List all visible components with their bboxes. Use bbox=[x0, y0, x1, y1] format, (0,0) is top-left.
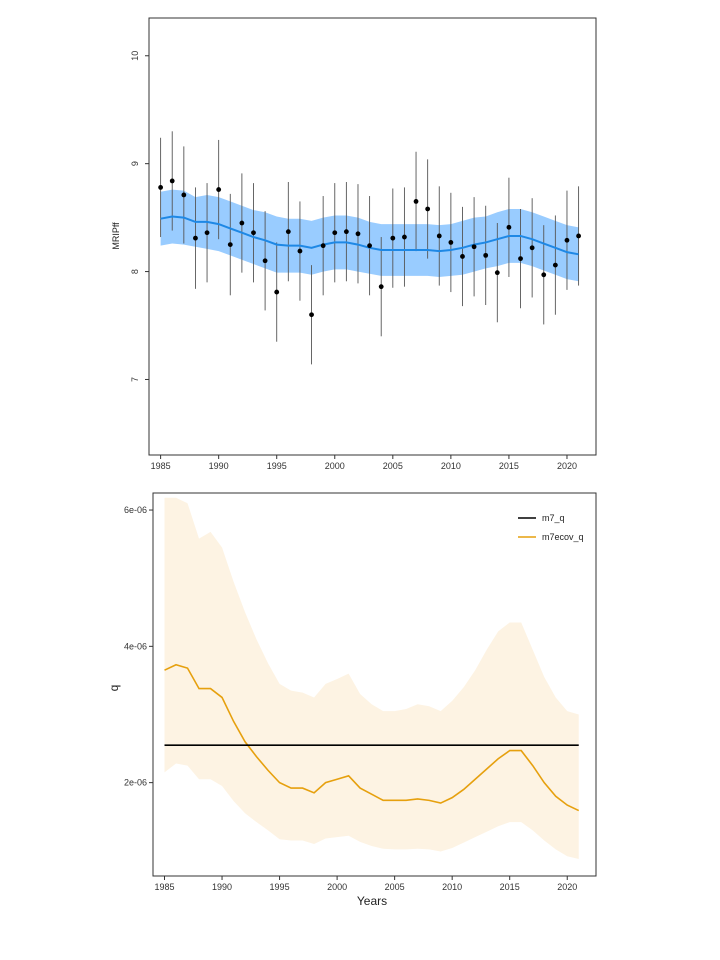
x-tick-label-2005: 2005 bbox=[383, 461, 403, 471]
y-tick-label-8: 8 bbox=[130, 269, 140, 274]
plot-frame-q bbox=[152, 492, 597, 877]
data-point-2015 bbox=[506, 224, 512, 230]
x-axis-mripff: 1985 1990 1995 2000 2005 2010 2015 2020 bbox=[151, 455, 577, 471]
data-point-1999 bbox=[320, 243, 326, 249]
data-point-1993 bbox=[251, 230, 256, 236]
y-tick-label-0: 2e-06 bbox=[124, 778, 147, 788]
x-axis-label-q: Years bbox=[357, 894, 387, 908]
y-axis-mripff: 7 8 9 10 bbox=[130, 51, 149, 382]
data-point-2014 bbox=[494, 270, 500, 276]
observed-points bbox=[158, 178, 581, 318]
x-tick-label-2000: 2000 bbox=[325, 461, 345, 471]
x-tick-label-2020: 2020 bbox=[557, 882, 577, 892]
x-tick-label-2010: 2010 bbox=[441, 461, 461, 471]
data-point-2010 bbox=[448, 240, 454, 245]
series-lines-q bbox=[164, 663, 580, 812]
data-point-1995 bbox=[274, 289, 280, 295]
y-tick-label-10: 10 bbox=[130, 51, 140, 61]
x-tick-label-2010: 2010 bbox=[442, 882, 462, 892]
x-tick-label-1995: 1995 bbox=[267, 461, 287, 471]
x-tick-label-1995: 1995 bbox=[270, 882, 290, 892]
x-tick-label-1985: 1985 bbox=[154, 882, 174, 892]
data-point-2006 bbox=[402, 234, 407, 240]
data-point-2009 bbox=[436, 233, 442, 239]
x-tick-label-1990: 1990 bbox=[209, 461, 229, 471]
data-point-1987 bbox=[181, 192, 187, 198]
data-point-2013 bbox=[483, 252, 489, 258]
data-point-2000 bbox=[332, 230, 338, 236]
x-tick-label-1990: 1990 bbox=[212, 882, 232, 892]
data-point-1990 bbox=[216, 187, 222, 192]
data-point-2007 bbox=[413, 199, 419, 204]
data-point-2012 bbox=[471, 244, 477, 250]
y-axis-label-q: q bbox=[107, 685, 121, 692]
data-point-1986 bbox=[169, 178, 175, 184]
data-point-2018 bbox=[541, 272, 547, 278]
data-point-2021 bbox=[576, 233, 581, 239]
data-point-1996 bbox=[285, 229, 291, 235]
x-tick-label-1985: 1985 bbox=[151, 461, 171, 471]
data-point-2002 bbox=[355, 231, 361, 237]
data-point-1988 bbox=[193, 235, 198, 241]
legend-label-m7ecov-q: m7ecov_q bbox=[542, 532, 584, 542]
data-point-2016 bbox=[518, 256, 523, 262]
data-point-2011 bbox=[460, 254, 465, 259]
chart-mripff: 1985 1990 1995 2000 2005 2010 2015 2020 7 8 9 10 M… bbox=[111, 17, 597, 471]
legend: m7_q m7ecov_q bbox=[518, 513, 584, 542]
x-tick-label-2005: 2005 bbox=[385, 882, 405, 892]
data-point-1985 bbox=[158, 185, 164, 190]
x-tick-label-2015: 2015 bbox=[499, 461, 519, 471]
confidence-band-q bbox=[164, 497, 579, 859]
y-axis-label-mripff: MRIPff bbox=[111, 222, 121, 250]
data-point-2020 bbox=[564, 237, 570, 243]
data-point-1992 bbox=[239, 220, 245, 226]
y-tick-label-1: 4e-06 bbox=[124, 641, 147, 651]
x-tick-label-2020: 2020 bbox=[557, 461, 577, 471]
data-point-1997 bbox=[297, 248, 303, 254]
series-line-m7ecov-q bbox=[164, 663, 580, 812]
data-point-1994 bbox=[262, 258, 268, 264]
plot-frame-mripff bbox=[148, 17, 597, 456]
x-tick-label-2000: 2000 bbox=[327, 882, 347, 892]
chart-q: 1985 1990 1995 2000 2005 2010 2015 2020 2e-06 4e… bbox=[107, 492, 597, 908]
data-point-2008 bbox=[425, 206, 431, 212]
data-point-2004 bbox=[378, 284, 384, 290]
data-point-2003 bbox=[367, 243, 372, 249]
data-point-1989 bbox=[204, 230, 210, 236]
legend-label-m7-q: m7_q bbox=[542, 513, 565, 523]
y-tick-label-7: 7 bbox=[130, 377, 140, 382]
x-axis-q: 1985 1990 1995 2000 2005 2010 2015 2020 bbox=[154, 876, 577, 892]
data-point-2017 bbox=[529, 245, 535, 251]
y-axis-q: 2e-06 4e-06 6e-06 bbox=[124, 505, 153, 788]
data-point-2019 bbox=[552, 262, 558, 268]
data-point-1998 bbox=[309, 312, 314, 318]
data-point-1991 bbox=[227, 242, 233, 247]
x-tick-label-2015: 2015 bbox=[500, 882, 520, 892]
data-point-2005 bbox=[390, 235, 396, 241]
y-tick-label-9: 9 bbox=[130, 161, 140, 166]
y-tick-label-2: 6e-06 bbox=[124, 505, 147, 515]
band-area-m7ecov-q bbox=[164, 497, 579, 859]
data-point-2001 bbox=[343, 229, 349, 235]
